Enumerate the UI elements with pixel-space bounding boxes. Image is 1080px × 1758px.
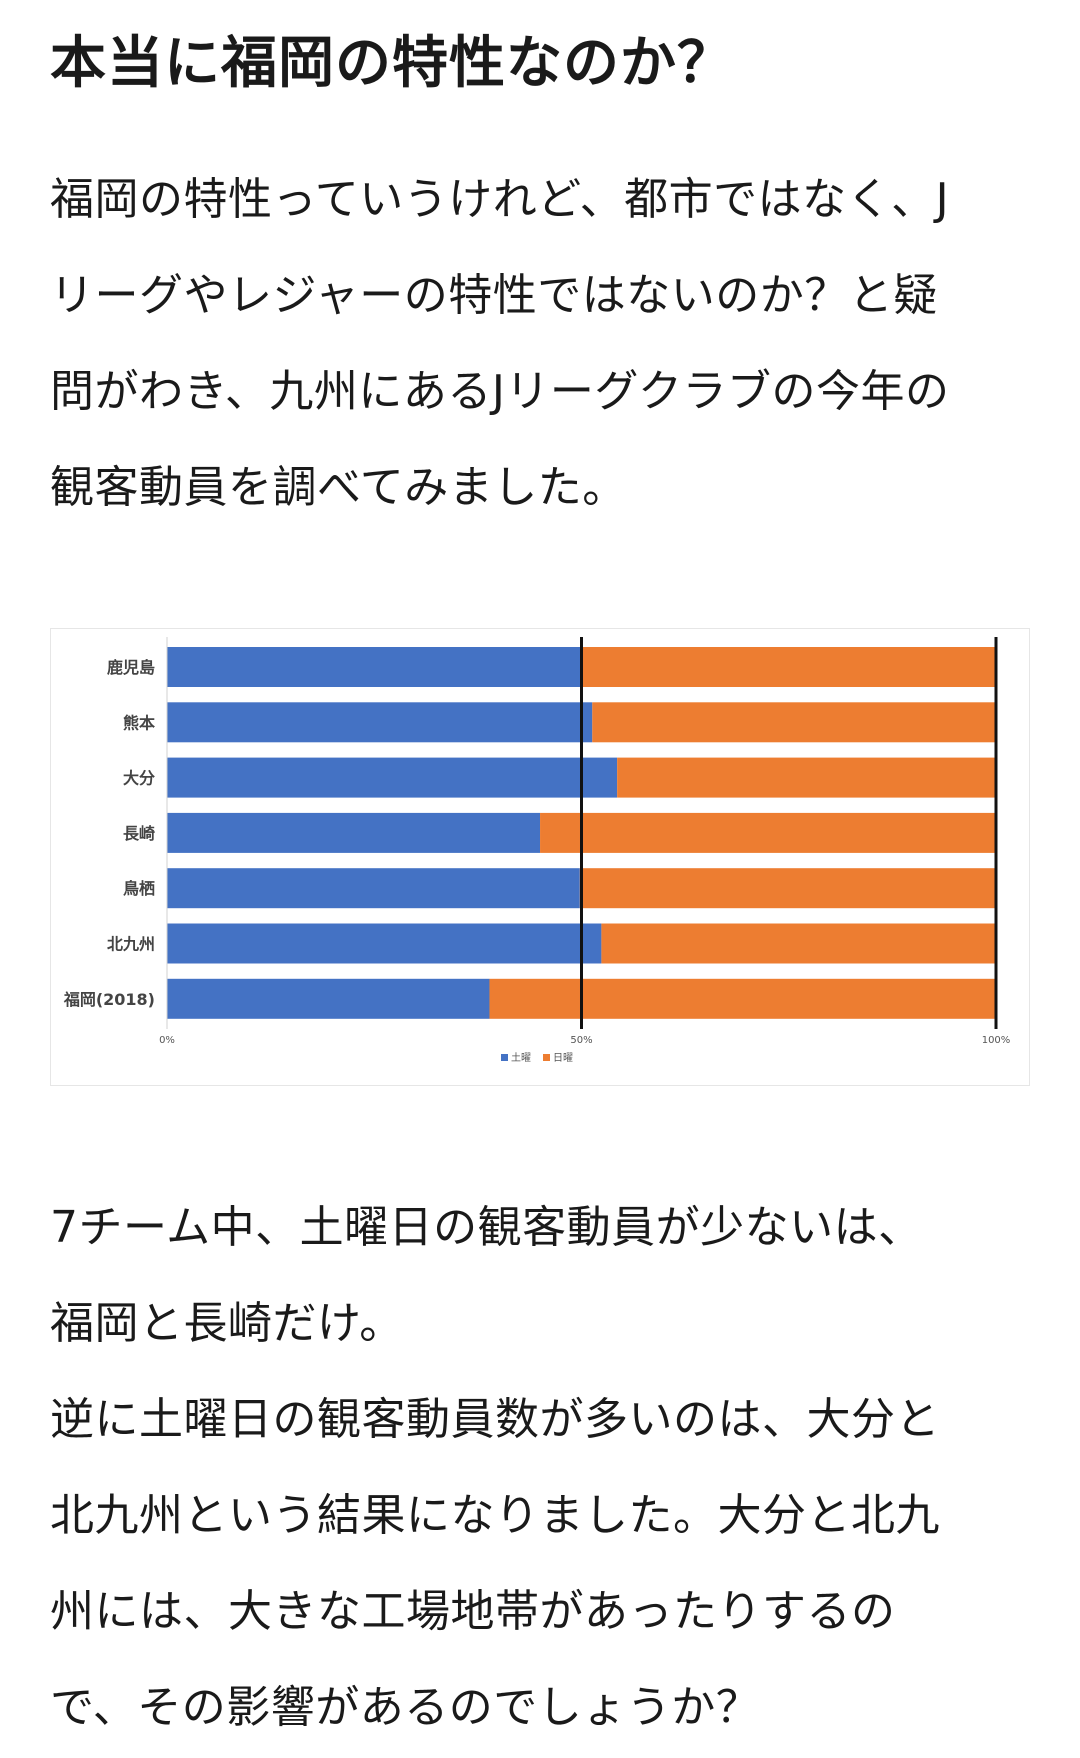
bar-saturday [167, 647, 582, 687]
category-label: 北九州 [107, 935, 155, 954]
category-label: 大分 [123, 769, 155, 788]
x-tick-label: 50% [570, 1035, 592, 1046]
page-title: 本当に福岡の特性なのか？ [50, 31, 734, 96]
category-label: 長崎 [123, 824, 155, 843]
paragraph-line: 観客動員を調べてみました。 [50, 462, 627, 513]
category-label: 鹿児島 [107, 658, 155, 677]
bar-saturday [167, 868, 580, 909]
category-label: 福岡(2018) [63, 990, 155, 1009]
paragraph-line: 福岡の特性っていうけれど、都市ではなく、J [50, 174, 950, 225]
result-paragraph: 7チーム中、土曜日の観客動員が少ないは、 福岡と長崎だけ。 逆に土曜日の観客動員… [50, 1180, 1040, 1756]
bar-saturday [167, 978, 490, 1019]
bar-saturday [167, 812, 541, 853]
bar-saturday [167, 702, 593, 743]
x-tick-label: 100% [982, 1035, 1011, 1046]
category-label: 熊本 [123, 713, 155, 732]
bar-sunday [592, 702, 996, 743]
bar-sunday [581, 647, 996, 687]
paragraph-line: で、その影響があるのでしょうか？ [50, 1682, 761, 1733]
paragraph-line: 問がわき、九州にあるJリーグクラブの今年の [50, 366, 950, 417]
x-tick-label: 0% [159, 1035, 175, 1046]
paragraph-line: 福岡と長崎だけ。 [50, 1298, 404, 1349]
paragraph-line: リーグやレジャーの特性ではないのか？と疑 [50, 270, 938, 321]
legend-swatch [501, 1054, 508, 1061]
attendance-chart: 鹿児島熊本大分長崎鳥栖北九州福岡(2018) 0% 50% 100% 土曜 日曜 [50, 628, 1030, 1086]
intro-paragraph: 福岡の特性っていうけれど、都市ではなく、J リーグやレジャーの特性ではないのか？… [50, 152, 1040, 536]
bar-saturday [167, 757, 618, 798]
legend-label: 土曜 [511, 1051, 531, 1064]
category-label: 鳥栖 [123, 879, 155, 898]
paragraph-line: 逆に土曜日の観客動員数が多いのは、大分と [50, 1394, 940, 1445]
paragraph-line: 州には、大きな工場地帯があったりするの [50, 1586, 896, 1637]
legend-swatch [543, 1054, 550, 1061]
bar-sunday [489, 978, 996, 1019]
paragraph-line: 7チーム中、土曜日の観客動員が少ないは、 [50, 1202, 923, 1253]
legend-label: 日曜 [553, 1052, 573, 1064]
bar-sunday [540, 812, 996, 853]
bar-sunday [579, 868, 996, 909]
bar-saturday [167, 923, 602, 964]
bar-sunday [601, 923, 996, 964]
paragraph-line: 北九州という結果になりました。大分と北九 [50, 1490, 940, 1541]
bar-sunday [617, 757, 996, 798]
